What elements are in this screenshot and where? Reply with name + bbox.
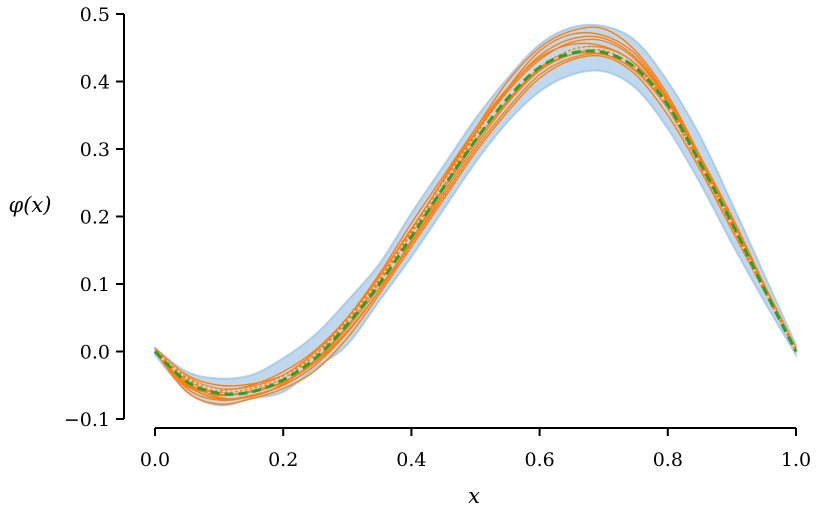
sample-line-7 — [154, 51, 797, 400]
x-axis-label: x — [468, 484, 480, 508]
y-tick-label: 0.4 — [80, 72, 110, 94]
y-axis-label: φ(x) — [9, 193, 52, 217]
axes: −0.1 0.0 0.1 0.2 0.3 0.4 0.5 0.0 0.2 0.4 0.6 0.8 1.0 — [64, 4, 811, 471]
mean-line — [153, 49, 798, 396]
reference-line — [154, 46, 798, 393]
sample-line-3 — [154, 42, 797, 387]
uncertainty-band — [154, 23, 797, 407]
sample-line-9 — [154, 48, 797, 396]
x-tick-label: 0.0 — [140, 449, 170, 471]
sample-line-10 — [154, 45, 797, 402]
sample-line-5 — [154, 26, 797, 394]
sample-line-4 — [154, 54, 797, 406]
x-tick-label: 0.8 — [653, 449, 683, 471]
plot-area — [153, 23, 798, 407]
x-tick-label: 0.2 — [268, 449, 298, 471]
y-tick-label: 0.0 — [80, 342, 110, 364]
y-tick-label: −0.1 — [64, 409, 110, 431]
axis-labels: x φ(x) — [9, 193, 481, 508]
sample-line-11 — [154, 35, 797, 390]
x-tick-label: 1.0 — [781, 449, 811, 471]
y-tick-label: 0.3 — [80, 139, 110, 161]
sample-line-8 — [154, 38, 797, 392]
y-tick-label: 0.2 — [80, 207, 110, 229]
y-tick-label: 0.5 — [80, 4, 110, 26]
sample-line-6 — [154, 52, 797, 397]
x-tick-label: 0.6 — [524, 449, 554, 471]
sample-line-2 — [154, 31, 797, 400]
x-tick-label: 0.4 — [396, 449, 426, 471]
y-tick-label: 0.1 — [80, 274, 110, 296]
